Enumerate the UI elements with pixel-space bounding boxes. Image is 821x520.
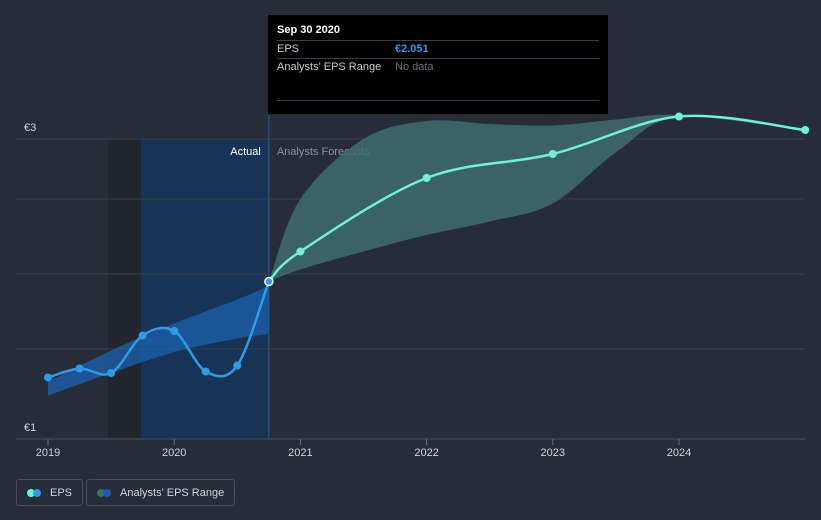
legend-eps-label: EPS <box>50 486 73 499</box>
tooltip: Sep 30 2020 EPS €2.051 Analysts' EPS Ran… <box>268 15 608 114</box>
tooltip-range-value: No data <box>395 61 434 73</box>
eps-point <box>233 361 242 370</box>
selected-eps-point <box>264 276 274 287</box>
forecast-point <box>675 112 683 121</box>
actual-range-band <box>48 286 269 396</box>
forecast-point <box>296 247 305 256</box>
forecast-point <box>548 150 557 158</box>
eps-point <box>138 331 147 340</box>
tooltip-range-label: Analysts' EPS Range <box>277 61 382 73</box>
tooltip-date: Sep 30 2020 <box>277 24 340 36</box>
tooltip-eps-value: €2.051 <box>395 43 429 55</box>
x-tick-label: 2021 <box>288 447 312 459</box>
y-tick-label: €1 <box>24 422 36 434</box>
x-tick-label: 2024 <box>667 447 691 459</box>
tooltip-eps-row: EPS €2.051 <box>277 40 599 58</box>
eps-swatch-icon <box>27 488 43 497</box>
eps-point <box>201 367 210 376</box>
x-tick-label: 2022 <box>414 447 438 459</box>
legend-eps-range[interactable]: Analysts' EPS Range <box>86 479 236 506</box>
tooltip-eps-label: EPS <box>277 43 300 55</box>
eps-point <box>107 369 116 377</box>
actual-highlight-region <box>141 139 269 439</box>
forecast-point <box>422 174 431 182</box>
forecast-point <box>801 126 810 134</box>
legend-eps[interactable]: EPS <box>16 479 84 506</box>
range-swatch-icon <box>97 488 113 497</box>
eps-point <box>170 327 179 335</box>
y-tick-label: €3 <box>24 122 36 134</box>
x-tick-label: 2020 <box>162 447 186 459</box>
legend-range-label: Analysts' EPS Range <box>120 486 225 499</box>
tooltip-range-row: Analysts' EPS Range No data <box>277 58 599 76</box>
past-shade <box>108 139 141 439</box>
actual-region-label: Actual <box>230 146 261 158</box>
eps-point <box>75 364 84 373</box>
x-tick-label: 2023 <box>541 447 565 459</box>
x-tick-label: 2019 <box>36 447 60 459</box>
tooltip-spacer <box>277 76 599 101</box>
forecast-range-band <box>268 114 806 282</box>
eps-point <box>44 373 52 382</box>
